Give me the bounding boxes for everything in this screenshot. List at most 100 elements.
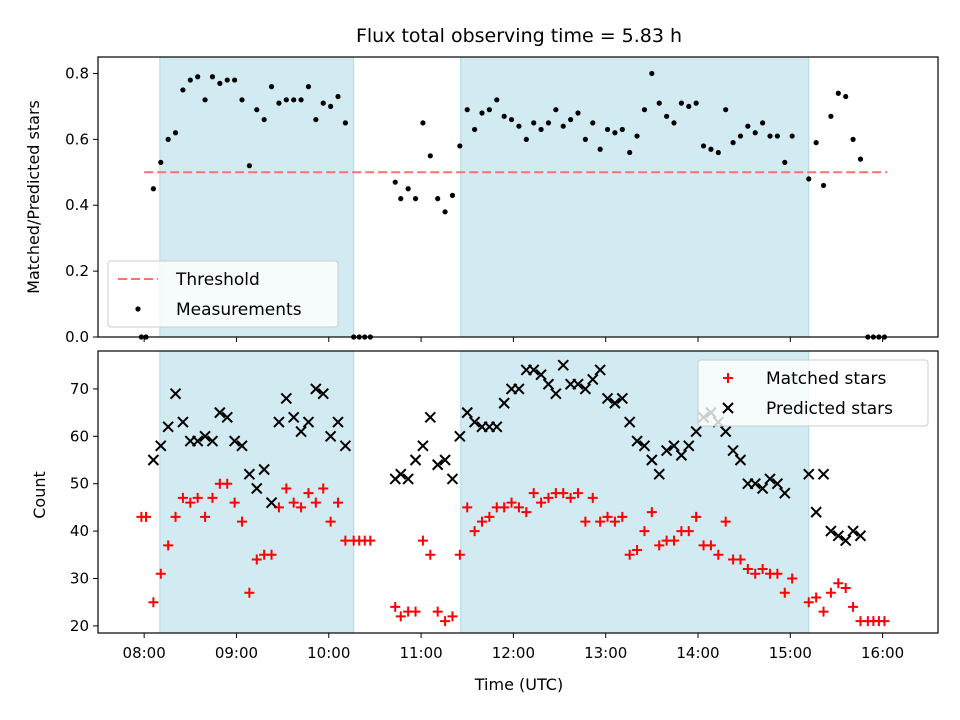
panel1-data-point [427,153,433,159]
legend-marker-swatch [722,402,734,414]
panel1-data-point [806,176,812,182]
panel2-data-point [832,530,845,542]
panel2-data-point [461,406,473,419]
panel2-data-point [594,364,606,376]
panel2-data-point [431,459,444,471]
panel1-data-point [656,100,662,106]
panel2-data-point [147,454,160,466]
x-tick-label: 13:00 [584,644,627,662]
panel2-data-point [654,540,665,551]
panel2-data-point [439,454,451,466]
panel2-data-point [454,430,466,443]
panel1-data-point [813,140,819,146]
legend-marker-swatch [135,306,141,312]
panel2-data-point [318,483,329,494]
panel2-data-point [573,488,583,499]
panel2-data-point [521,507,532,518]
panel2-data-point [446,473,459,485]
panel2-data-point [749,477,761,490]
panel2-data-point [333,497,343,508]
panel2-data-point [811,592,822,603]
panel1-data-point [268,84,275,90]
panel1-data-point [560,123,566,129]
panel2-data-point [727,444,739,457]
panel2-data-point [803,597,814,608]
panel2-data-point [237,516,247,527]
panel2-data-point [558,488,569,499]
panel2-data-point [228,435,241,447]
panel2-legend: Matched stars Predicted stars [697,359,929,427]
panel2-data-point [660,444,673,457]
panel2-data-point [302,416,315,428]
panel1-data-point [486,107,492,113]
panel1-data-point [283,97,289,103]
panel1-data-point [362,334,368,340]
panel2-data-point [854,530,867,542]
panel2-data-point [690,425,702,438]
panel2-data-point [550,387,562,400]
panel1-data-point [342,120,348,126]
panel1-data-point [708,146,714,152]
panel2-data-point [609,397,621,409]
panel2-data-point [280,392,293,405]
panel2-data-point [646,507,657,518]
panel2-data-point [646,454,658,466]
panel2-data-point [395,468,407,480]
panel2-data-point [155,440,167,452]
panel1-data-point [619,126,625,133]
panel2-data-point [557,359,569,371]
panel2-data-point [602,511,613,522]
panel2-data-point [332,416,344,428]
panel2-data-point [565,492,576,503]
panel2-y-tick-label: 40 [70,522,89,540]
panel2-data-point [468,416,481,428]
panel1-data-point [634,133,640,139]
panel1-data-point [774,133,780,139]
panel1-data-point [835,90,841,96]
panel2-data-point [317,387,329,400]
panel1-data-point [254,107,260,113]
panel1-data-point [420,120,426,126]
panel2-data-point [720,516,731,527]
panel2-data-point [303,488,314,499]
panel2-data-point [839,534,852,547]
panel1-data-point [590,120,596,126]
panel1-y-tick-label: 0.6 [65,130,89,148]
panel1-data-point [313,116,319,123]
panel1-data-point [435,196,441,202]
panel2-data-point [265,496,278,509]
panel1-y-tick-label: 0.8 [65,64,89,82]
panel2-data-point [705,540,716,551]
panel1-data-point [195,74,201,80]
panel2-series-1 [147,359,867,547]
panel1-data-point [531,120,537,126]
panel2-data-point [572,378,584,390]
panel2-data-point [310,383,322,395]
panel1-data-point [398,196,404,202]
legend-marker-swatch [723,373,733,383]
panel2-data-point [462,502,473,513]
panel2-data-point [324,430,337,443]
panel1-data-point [232,77,238,83]
panel2-data-point [536,497,547,508]
panel2-data-point [236,440,248,452]
panel2-data-point [750,568,761,579]
x-tick-label: 11:00 [399,644,442,662]
panel2-data-point [191,435,204,447]
panel1-data-point [158,159,164,166]
panel2-data-point [273,416,285,428]
panel2-data-point [177,492,188,503]
panel1-data-point [686,103,692,110]
panel2-data-point [527,364,540,376]
panel1-data-point [320,100,326,106]
panel1-data-point [828,113,834,119]
panel1-data-point [538,126,544,133]
panel1-data-point [405,186,411,192]
panel1-y-tick-label: 0.0 [65,328,89,346]
panel2-frame [97,350,939,634]
x-tick-label: 15:00 [769,644,812,662]
panel1-data-point [479,110,485,116]
panel1-data-point [305,84,312,90]
panel2-data-point [169,387,182,400]
panel1-data-point [760,120,766,126]
